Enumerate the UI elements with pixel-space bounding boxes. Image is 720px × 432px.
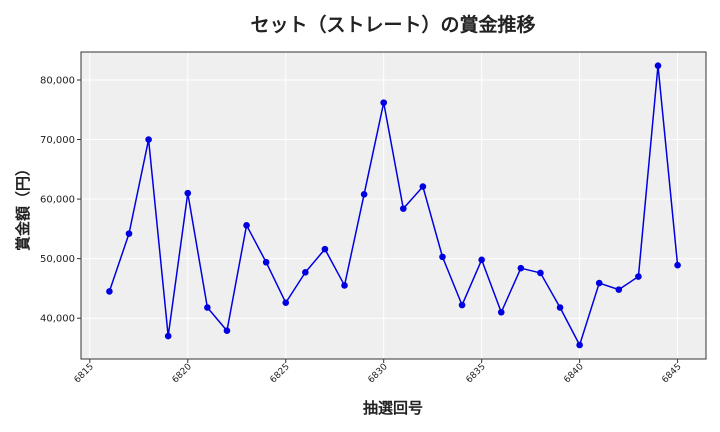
data-point [419, 183, 427, 190]
y-tick-label: 40,000 [40, 314, 75, 325]
data-point [380, 99, 388, 106]
data-point [145, 136, 152, 143]
plot-frame [80, 51, 707, 360]
y-tick-label: 60,000 [40, 195, 75, 206]
data-point [615, 286, 623, 293]
data-point [517, 264, 525, 272]
chart-title: セット（ストレート）の賞金推移 [250, 13, 535, 36]
x-tick-label: 6840 [562, 362, 585, 385]
data-point [282, 299, 290, 307]
data-point [478, 256, 485, 264]
data-point [243, 222, 250, 229]
data-point [125, 230, 133, 237]
plot-area [81, 52, 706, 359]
y-axis-label: 賞金額（円） [14, 161, 32, 251]
data-point [106, 288, 113, 295]
data-point [556, 304, 564, 311]
x-axis-ticks: 6815 6820 6825 6830 6835 6840 6845 [73, 359, 684, 385]
data-point [497, 308, 505, 316]
data-point [654, 62, 662, 69]
data-point [400, 205, 407, 212]
data-point [439, 253, 446, 261]
series-line [108, 64, 679, 346]
data-point [674, 261, 681, 269]
x-tick-label: 6825 [269, 362, 292, 385]
data-point [595, 279, 603, 287]
grid-lines [81, 52, 706, 359]
series-layer [106, 62, 681, 349]
y-axis-ticks: 40,000 50,000 60,000 70,000 80,000 [40, 75, 81, 325]
x-tick-label: 6835 [465, 362, 488, 385]
data-point [262, 258, 270, 266]
data-point [164, 332, 172, 340]
x-tick-label: 6845 [660, 362, 683, 385]
data-point [537, 269, 544, 277]
y-tick-label: 80,000 [40, 75, 75, 86]
data-point [576, 341, 583, 349]
y-tick-label: 50,000 [40, 254, 75, 265]
x-tick-label: 6815 [73, 362, 96, 385]
x-tick-label: 6830 [367, 362, 390, 385]
data-point [321, 245, 329, 253]
data-point [635, 273, 642, 280]
data-point [184, 189, 192, 197]
data-point [360, 191, 368, 198]
data-point [204, 304, 211, 311]
y-tick-label: 70,000 [40, 135, 75, 146]
data-point [302, 269, 309, 276]
data-point [458, 301, 466, 309]
data-point [341, 282, 348, 289]
data-point [223, 327, 231, 335]
x-tick-label: 6820 [171, 362, 194, 385]
x-axis-label: 抽選回号 [363, 399, 423, 417]
